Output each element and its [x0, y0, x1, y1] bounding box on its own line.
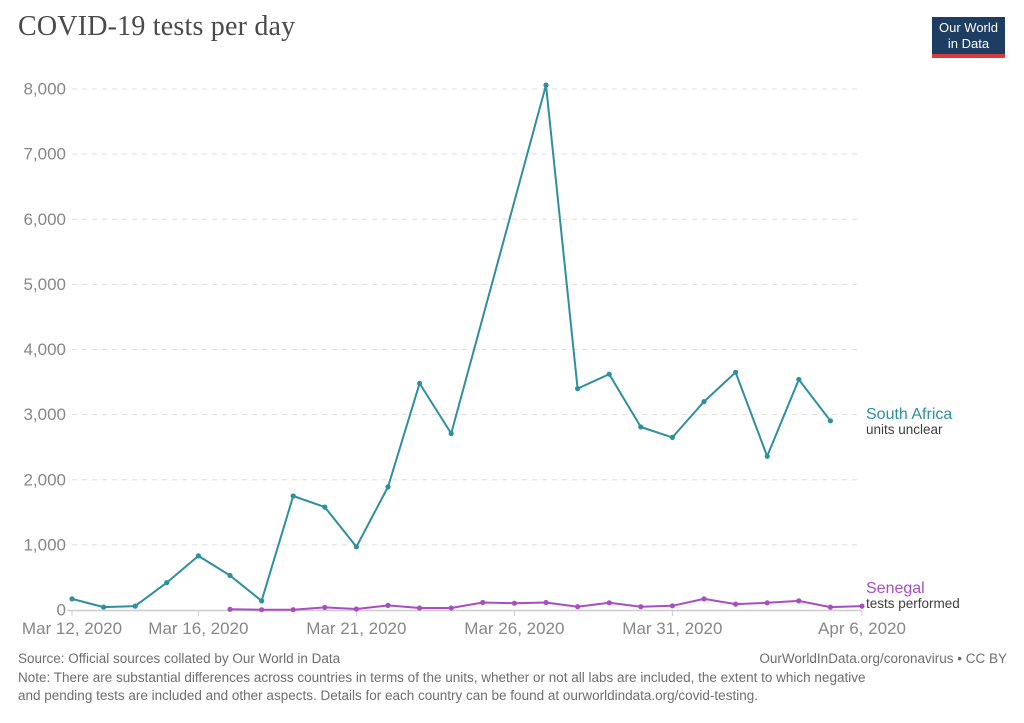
data-point-senegal: [385, 602, 391, 609]
data-point-senegal: [606, 600, 612, 606]
owid-logo[interactable]: Our World in Data: [932, 17, 1005, 58]
data-point-senegal: [859, 603, 865, 609]
data-point-south-africa: [669, 434, 676, 440]
data-point-senegal: [575, 604, 581, 610]
data-point-senegal: [259, 607, 265, 613]
data-point-senegal: [322, 604, 328, 611]
y-axis-tick-label: 2,000: [23, 470, 66, 489]
data-point-south-africa: [543, 82, 549, 88]
note-text-line2: and pending tests are included and other…: [18, 688, 758, 703]
data-point-south-africa: [764, 453, 770, 459]
attribution-link[interactable]: OurWorldInData.org/coronavirus • CC BY: [759, 651, 1007, 666]
data-point-senegal: [480, 599, 486, 606]
data-point-senegal: [796, 598, 802, 604]
x-axis-tick-label: Mar 16, 2020: [148, 619, 248, 638]
data-point-south-africa: [69, 596, 75, 602]
source-text: Source: Official sources collated by Our…: [18, 651, 341, 666]
data-point-south-africa: [101, 604, 107, 610]
data-point-senegal: [669, 603, 676, 609]
data-point-senegal: [827, 604, 834, 610]
chart-footer: Source: Official sources collated by Our…: [18, 650, 1007, 705]
x-axis-tick-label: Mar 12, 2020: [22, 619, 122, 638]
data-point-senegal: [353, 606, 359, 612]
data-point-south-africa: [575, 386, 581, 392]
data-point-south-africa: [448, 430, 454, 437]
data-point-south-africa: [227, 572, 233, 579]
chart-canvas: 0 1,000 2,000 3,000 4,000 5,000 6,000 7,000 8,00…: [22, 80, 960, 639]
x-axis-tick-label: Apr 6, 2020: [818, 619, 906, 638]
data-point-senegal: [290, 607, 296, 613]
chart-title: COVID-19 tests per day: [18, 11, 296, 42]
data-point-senegal: [638, 604, 644, 610]
data-point-south-africa: [353, 544, 359, 550]
data-point-south-africa: [827, 418, 834, 424]
data-point-south-africa: [259, 598, 265, 604]
y-axis-tick-label: 3,000: [23, 405, 66, 424]
y-axis-tick-label: 4,000: [23, 340, 66, 359]
data-point-south-africa: [701, 399, 707, 405]
series-sublabel-south-africa: units unclear: [866, 422, 943, 437]
owid-logo-line1: Our World: [939, 20, 998, 35]
data-point-south-africa: [195, 553, 201, 559]
data-point-senegal: [764, 600, 770, 606]
y-axis-tick-label: 1,000: [23, 535, 66, 554]
x-axis-tick-label: Mar 26, 2020: [464, 619, 564, 638]
note-text-line1: Note: There are substantial differences …: [18, 670, 866, 685]
data-point-senegal: [701, 596, 707, 602]
y-axis-tick-label: 5,000: [23, 275, 66, 294]
y-axis-tick-label: 6,000: [23, 210, 66, 229]
data-point-senegal: [448, 605, 454, 611]
series-sublabel-senegal: tests performed: [866, 596, 960, 611]
y-axis-tick-label: 7,000: [23, 145, 66, 164]
y-axis-tick-label: 0: [57, 601, 66, 620]
data-point-south-africa: [796, 376, 802, 383]
data-point-senegal: [733, 601, 739, 607]
data-point-south-africa: [322, 504, 328, 510]
series-line-south-africa: [71, 84, 832, 609]
data-point-senegal: [417, 605, 423, 611]
x-axis-tick-label: Mar 21, 2020: [306, 619, 406, 638]
data-point-south-africa: [733, 369, 739, 375]
y-axis-tick-label: 8,000: [23, 80, 66, 99]
x-axis-tick-label: Mar 31, 2020: [622, 619, 722, 638]
data-point-south-africa: [417, 380, 423, 386]
series-label-senegal[interactable]: Senegal: [866, 580, 925, 597]
data-point-south-africa: [385, 484, 391, 490]
data-point-south-africa: [290, 493, 296, 499]
data-point-south-africa: [132, 603, 138, 609]
owid-logo-line2: in Data: [947, 36, 990, 51]
data-point-south-africa: [164, 580, 170, 586]
data-point-south-africa: [638, 424, 644, 430]
data-point-south-africa: [606, 371, 612, 377]
series-label-south-africa[interactable]: South Africa: [866, 406, 952, 423]
data-point-senegal: [543, 599, 549, 606]
data-point-senegal: [227, 606, 233, 612]
data-point-senegal: [511, 600, 517, 606]
